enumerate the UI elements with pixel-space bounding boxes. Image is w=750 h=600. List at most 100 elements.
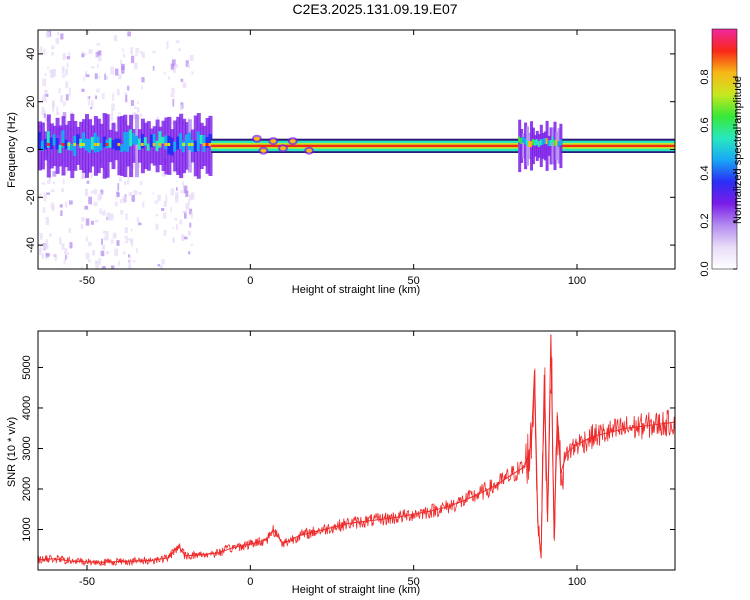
snr-point [184,555,186,557]
band-cell-inner [120,144,124,153]
noise-cell [157,263,161,267]
colorbar-tick-label: 0.0 [699,261,711,276]
snr-point [151,559,153,561]
snr-x-tick-label: 50 [408,576,420,588]
snr-point [556,415,559,417]
noise-cell [66,261,68,266]
noise-cell [58,87,61,94]
noise-cell [161,172,166,177]
snr-point [396,516,398,518]
snr-point [429,510,431,512]
noise-cell [52,170,57,177]
disturbance-core [518,136,521,143]
snr-point [315,530,317,533]
noise-cell [156,32,159,35]
noise-cell [128,192,133,197]
snr-point [560,472,562,474]
noise-cell [68,87,71,96]
heatmap-x-tick-label: -50 [79,275,95,287]
noise-cell [118,229,122,234]
noise-cell [126,176,130,185]
noise-cell [182,82,187,89]
noise-cell [51,52,54,56]
disturbance-cell [522,133,526,159]
noise-cell [138,222,142,226]
noise-cell [103,230,105,234]
heatmap-x-tick-label: 50 [408,275,420,287]
noise-cell [161,208,165,211]
snr-point [347,522,349,525]
noise-cell [189,208,193,215]
noise-cell [131,195,135,202]
snr-point [135,560,137,562]
band-blob-core [289,139,296,144]
noise-cell [183,236,188,240]
noise-cell [100,250,105,257]
noise-cell [41,96,46,102]
band-cell-outer [199,122,204,169]
noise-cell [95,51,100,58]
noise-cell [117,192,120,197]
noise-cell [86,180,90,184]
disturbance-cell [524,122,528,170]
noise-cell [124,227,128,234]
noise-cell [187,63,190,68]
snr-point [380,518,382,521]
noise-cell [50,72,54,78]
noise-cell [59,59,63,66]
noise-cell [139,113,143,117]
noise-cell [51,45,55,50]
noise-cell [65,81,69,89]
noise-cell [139,51,143,54]
noise-cell [110,239,114,244]
noise-cell [188,251,191,255]
snr-point [266,539,268,541]
noise-cell [133,226,138,234]
noise-cell [67,262,72,268]
noise-cell [88,49,93,54]
noise-cell [189,55,194,61]
noise-cell [154,177,157,184]
noise-cell [62,53,66,60]
noise-cell [182,170,185,177]
band-cell-inner [138,138,142,150]
noise-cell [104,230,109,237]
snr-panel: -50 0 50 100 1000 2000 3000 4000 5000 Height of … [6,330,676,596]
noise-cell [125,95,128,103]
noise-cell [176,249,179,255]
noise-cell [97,63,99,69]
noise-cell [51,255,54,260]
band-cell-inner [143,137,148,146]
noise-cell [60,33,64,40]
noise-cell [116,240,120,246]
noise-cell [97,50,102,56]
colorbar-tick-label: 0.6 [699,117,711,132]
noise-cell [66,62,69,68]
noise-cell [80,223,84,230]
noise-cell [179,219,183,225]
snr-point [119,560,121,563]
noise-cell [52,68,56,77]
noise-cell [55,37,60,44]
noise-cell [176,223,178,230]
snr-x-axis-label: Height of straight line (km) [292,584,420,596]
noise-cell [99,208,103,214]
noise-cell [39,248,42,256]
band-peak [202,143,206,146]
noise-cell [61,188,64,193]
noise-cell [124,106,126,109]
noise-cell [49,247,54,254]
noise-cell [124,194,127,198]
snr-point [494,485,496,487]
noise-cell [106,251,110,255]
noise-cell [170,63,175,70]
noise-cell [42,115,46,123]
band-peak [117,143,121,146]
noise-cell [179,49,181,57]
noise-cell [115,68,119,76]
noise-cell [100,189,104,195]
noise-cell [57,32,59,35]
disturbance-core [553,140,557,147]
noise-cell [88,196,92,205]
band-peak [73,143,77,146]
